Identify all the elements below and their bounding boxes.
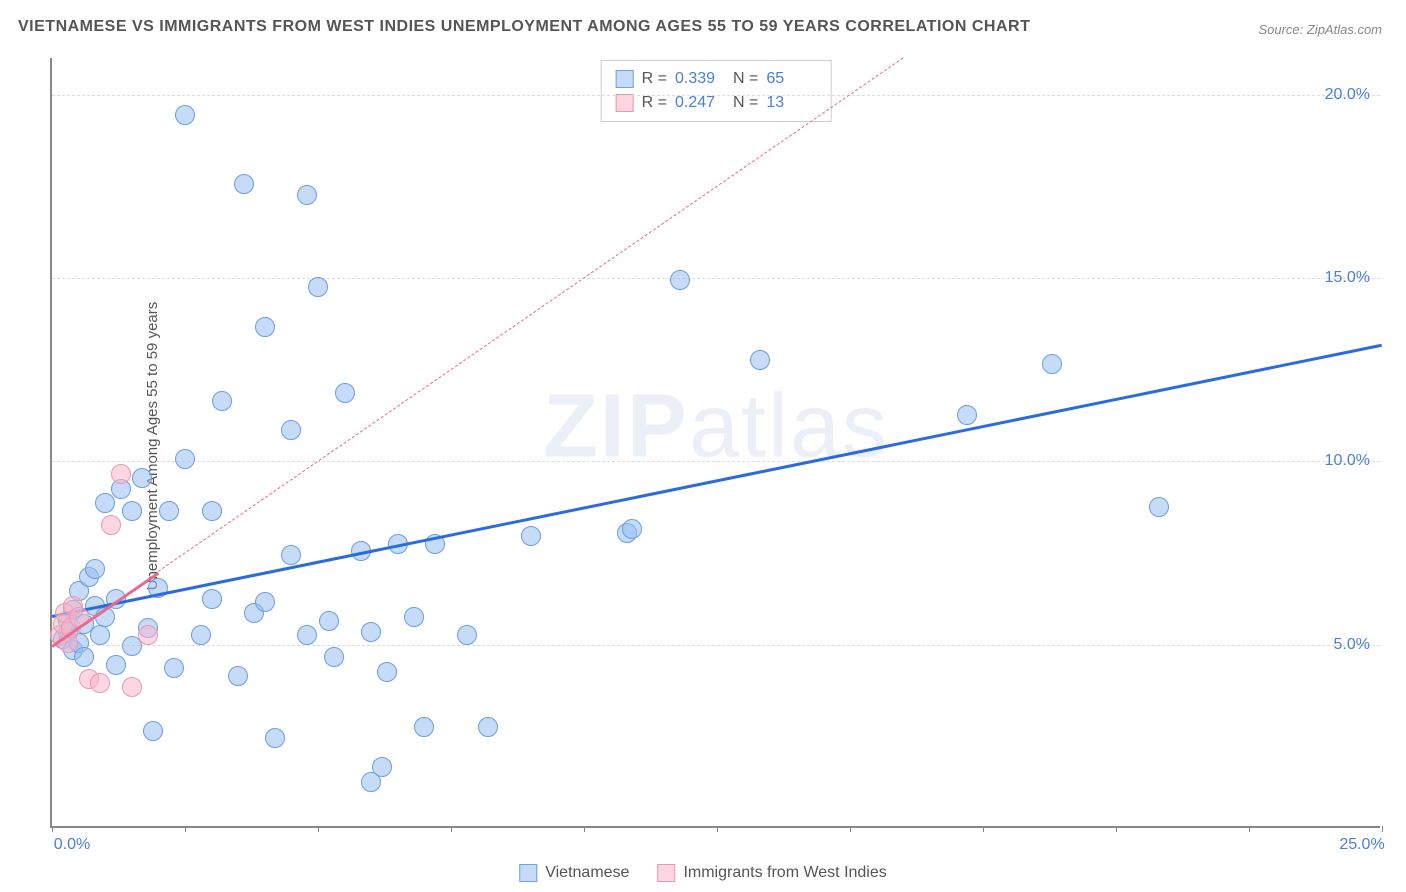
stats-legend-row: R = 0.339 N = 65 [616, 67, 817, 91]
scatter-point [377, 662, 397, 682]
x-tick-mark [1116, 826, 1117, 832]
watermark: ZIPatlas [543, 375, 889, 478]
scatter-point [175, 449, 195, 469]
scatter-point [361, 622, 381, 642]
legend-swatch [657, 864, 675, 882]
scatter-point [101, 515, 121, 535]
chart-title: VIETNAMESE VS IMMIGRANTS FROM WEST INDIE… [18, 18, 1030, 36]
x-tick-mark [52, 826, 53, 832]
scatter-point [281, 545, 301, 565]
scatter-point [90, 673, 110, 693]
scatter-point [106, 655, 126, 675]
scatter-point [521, 526, 541, 546]
grid-line [52, 95, 1380, 96]
stat-n-label: N = [733, 67, 758, 91]
scatter-point [324, 647, 344, 667]
scatter-point [414, 717, 434, 737]
scatter-point [95, 493, 115, 513]
scatter-point [138, 625, 158, 645]
legend-label: Vietnamese [545, 864, 629, 882]
stat-r-label: R = [642, 67, 667, 91]
scatter-point [478, 717, 498, 737]
scatter-point [228, 666, 248, 686]
y-tick-label: 10.0% [1325, 452, 1370, 470]
scatter-point [957, 405, 977, 425]
plot-area: ZIPatlas R =0.339N =65R =0.247N =13 5.0%… [50, 58, 1380, 828]
y-tick-label: 15.0% [1325, 269, 1370, 287]
scatter-point [202, 589, 222, 609]
scatter-point [90, 625, 110, 645]
x-tick-mark [1249, 826, 1250, 832]
trend-line [52, 344, 1382, 618]
x-tick-mark [185, 826, 186, 832]
y-tick-label: 5.0% [1334, 636, 1370, 654]
stats-legend: R =0.339N =65R =0.247N =13 [601, 60, 832, 122]
scatter-point [202, 501, 222, 521]
scatter-point [85, 559, 105, 579]
x-tick-mark [584, 826, 585, 832]
grid-line [52, 645, 1380, 646]
legend-swatch [616, 70, 634, 88]
scatter-point [281, 420, 301, 440]
y-tick-label: 20.0% [1325, 86, 1370, 104]
scatter-point [457, 625, 477, 645]
legend-label: Immigrants from West Indies [683, 864, 886, 882]
legend-item: Vietnamese [519, 864, 629, 882]
scatter-point [255, 592, 275, 612]
x-tick-label: 0.0% [54, 836, 90, 854]
legend-swatch [519, 864, 537, 882]
scatter-point [308, 277, 328, 297]
x-tick-mark [318, 826, 319, 832]
x-tick-label: 25.0% [1339, 836, 1384, 854]
legend-swatch [616, 94, 634, 112]
scatter-point [750, 350, 770, 370]
x-tick-mark [451, 826, 452, 832]
scatter-point [191, 625, 211, 645]
scatter-point [297, 185, 317, 205]
scatter-point [404, 607, 424, 627]
scatter-point [622, 519, 642, 539]
scatter-point [335, 383, 355, 403]
x-tick-mark [1382, 826, 1383, 832]
scatter-point [361, 772, 381, 792]
scatter-point [122, 501, 142, 521]
legend-item: Immigrants from West Indies [657, 864, 886, 882]
scatter-point [159, 501, 179, 521]
scatter-point [122, 677, 142, 697]
scatter-point [111, 464, 131, 484]
scatter-point [234, 174, 254, 194]
x-tick-mark [850, 826, 851, 832]
scatter-point [670, 270, 690, 290]
scatter-point [143, 721, 163, 741]
scatter-point [319, 611, 339, 631]
source-attribution: Source: ZipAtlas.com [1258, 22, 1382, 37]
stat-r-value: 0.339 [675, 67, 725, 91]
grid-line [52, 461, 1380, 462]
scatter-point [255, 317, 275, 337]
scatter-point [1149, 497, 1169, 517]
scatter-point [265, 728, 285, 748]
bottom-legend: Vietnamese Immigrants from West Indies [519, 864, 887, 882]
scatter-point [175, 105, 195, 125]
scatter-point [1042, 354, 1062, 374]
scatter-point [297, 625, 317, 645]
x-tick-mark [717, 826, 718, 832]
scatter-point [132, 468, 152, 488]
scatter-point [74, 647, 94, 667]
grid-line [52, 278, 1380, 279]
scatter-point [164, 658, 184, 678]
x-tick-mark [983, 826, 984, 832]
stat-n-value: 65 [766, 67, 816, 91]
trend-line-dashed [158, 58, 903, 572]
scatter-point [212, 391, 232, 411]
